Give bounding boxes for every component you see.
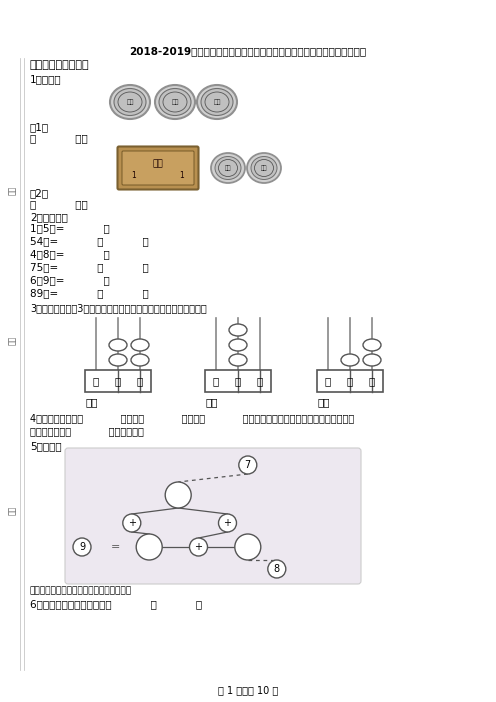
- Text: 十: 十: [347, 376, 353, 386]
- Ellipse shape: [215, 157, 241, 180]
- Circle shape: [165, 482, 191, 508]
- Ellipse shape: [341, 354, 359, 366]
- Text: 6元9角=            角: 6元9角= 角: [30, 275, 110, 285]
- Ellipse shape: [131, 354, 149, 366]
- Ellipse shape: [197, 85, 237, 119]
- Text: 壹角: 壹角: [153, 159, 163, 168]
- Text: （2）: （2）: [30, 188, 49, 198]
- Text: （按从上到下，从左到右的顺序依次填写）: （按从上到下，从左到右的顺序依次填写）: [30, 586, 132, 595]
- Text: 写作: 写作: [317, 397, 329, 407]
- Text: 1: 1: [131, 171, 136, 180]
- Text: 2018-2019年重庆市南川区隆化第三小学校一年级下册数学期末测试含答案: 2018-2019年重庆市南川区隆化第三小学校一年级下册数学期末测试含答案: [129, 46, 367, 56]
- Circle shape: [123, 514, 141, 532]
- Circle shape: [189, 538, 207, 556]
- Text: 壹角: 壹角: [261, 165, 267, 171]
- Circle shape: [235, 534, 261, 560]
- Text: 的关系，可以用            统计图表示。: 的关系，可以用 统计图表示。: [30, 426, 144, 436]
- Circle shape: [136, 534, 162, 560]
- Circle shape: [239, 456, 257, 474]
- Ellipse shape: [247, 153, 281, 183]
- Ellipse shape: [363, 354, 381, 366]
- Circle shape: [268, 560, 286, 578]
- Ellipse shape: [109, 354, 127, 366]
- Text: 9: 9: [79, 542, 85, 552]
- Ellipse shape: [159, 88, 191, 116]
- Text: 个: 个: [137, 376, 143, 386]
- Text: （1）: （1）: [30, 122, 49, 132]
- Text: 54角=            元            角: 54角= 元 角: [30, 236, 149, 246]
- Text: 壹角: 壹角: [225, 165, 231, 171]
- Ellipse shape: [201, 88, 233, 116]
- Ellipse shape: [229, 339, 247, 351]
- Text: 写作: 写作: [85, 397, 98, 407]
- Circle shape: [73, 538, 91, 556]
- Ellipse shape: [155, 85, 195, 119]
- Text: 1．填空．: 1．填空．: [30, 74, 62, 84]
- Text: 3．在计数器上用3颗珠子表示不同的两位数，请你写出这几个数。: 3．在计数器上用3颗珠子表示不同的两位数，请你写出这几个数。: [30, 303, 207, 313]
- Text: 一、想一想，填一填: 一、想一想，填一填: [30, 60, 90, 70]
- Circle shape: [219, 514, 237, 532]
- Ellipse shape: [131, 339, 149, 351]
- Text: 写作: 写作: [205, 397, 218, 407]
- Text: 百: 百: [93, 376, 99, 386]
- Text: 壹角: 壹角: [171, 99, 179, 105]
- Text: 8: 8: [274, 564, 280, 574]
- Ellipse shape: [251, 157, 277, 180]
- Text: 个: 个: [257, 376, 263, 386]
- Text: 共            分．: 共 分．: [30, 133, 88, 143]
- Text: +: +: [194, 542, 202, 552]
- Text: 名册: 名册: [7, 336, 16, 345]
- Ellipse shape: [109, 339, 127, 351]
- Text: 壹分: 壹分: [126, 99, 134, 105]
- Text: 个: 个: [369, 376, 375, 386]
- Text: 7: 7: [245, 460, 251, 470]
- Text: 1: 1: [180, 171, 185, 180]
- FancyBboxPatch shape: [205, 370, 271, 392]
- Text: 89角=            元            角: 89角= 元 角: [30, 288, 149, 298]
- Ellipse shape: [110, 85, 150, 119]
- Text: 5．填数．: 5．填数．: [30, 441, 62, 451]
- Text: 2．我会算。: 2．我会算。: [30, 212, 68, 222]
- FancyBboxPatch shape: [118, 147, 198, 190]
- Text: 分数: 分数: [7, 185, 16, 194]
- Text: =: =: [111, 542, 121, 552]
- Ellipse shape: [114, 88, 146, 116]
- Text: 第 1 页，共 10 页: 第 1 页，共 10 页: [218, 685, 278, 695]
- Text: 百: 百: [213, 376, 219, 386]
- FancyBboxPatch shape: [65, 448, 361, 584]
- FancyBboxPatch shape: [317, 370, 383, 392]
- Ellipse shape: [211, 153, 245, 183]
- Text: 共            角．: 共 角．: [30, 199, 88, 209]
- Ellipse shape: [229, 324, 247, 336]
- Text: 75分=            角            分: 75分= 角 分: [30, 262, 149, 272]
- Ellipse shape: [229, 354, 247, 366]
- Text: 贰角: 贰角: [213, 99, 221, 105]
- Text: 6．和万位相邻的两个数位是            和            。: 6．和万位相邻的两个数位是 和 。: [30, 599, 202, 609]
- Text: 4角8分=            分: 4角8分= 分: [30, 249, 110, 259]
- FancyBboxPatch shape: [122, 151, 194, 185]
- Text: 十: 十: [235, 376, 241, 386]
- Text: 1元5角=            角: 1元5角= 角: [30, 223, 110, 233]
- Text: 密封: 密封: [7, 505, 16, 515]
- Text: +: +: [224, 518, 232, 528]
- Text: 十: 十: [115, 376, 121, 386]
- FancyBboxPatch shape: [85, 370, 151, 392]
- Text: 4．常用的统计图有            统计图，            统计图，            统计图，如果要表示各部分数量与总数之间: 4．常用的统计图有 统计图， 统计图， 统计图，如果要表示各部分数量与总数之间: [30, 413, 354, 423]
- Text: 百: 百: [325, 376, 331, 386]
- Ellipse shape: [363, 339, 381, 351]
- Text: +: +: [128, 518, 136, 528]
